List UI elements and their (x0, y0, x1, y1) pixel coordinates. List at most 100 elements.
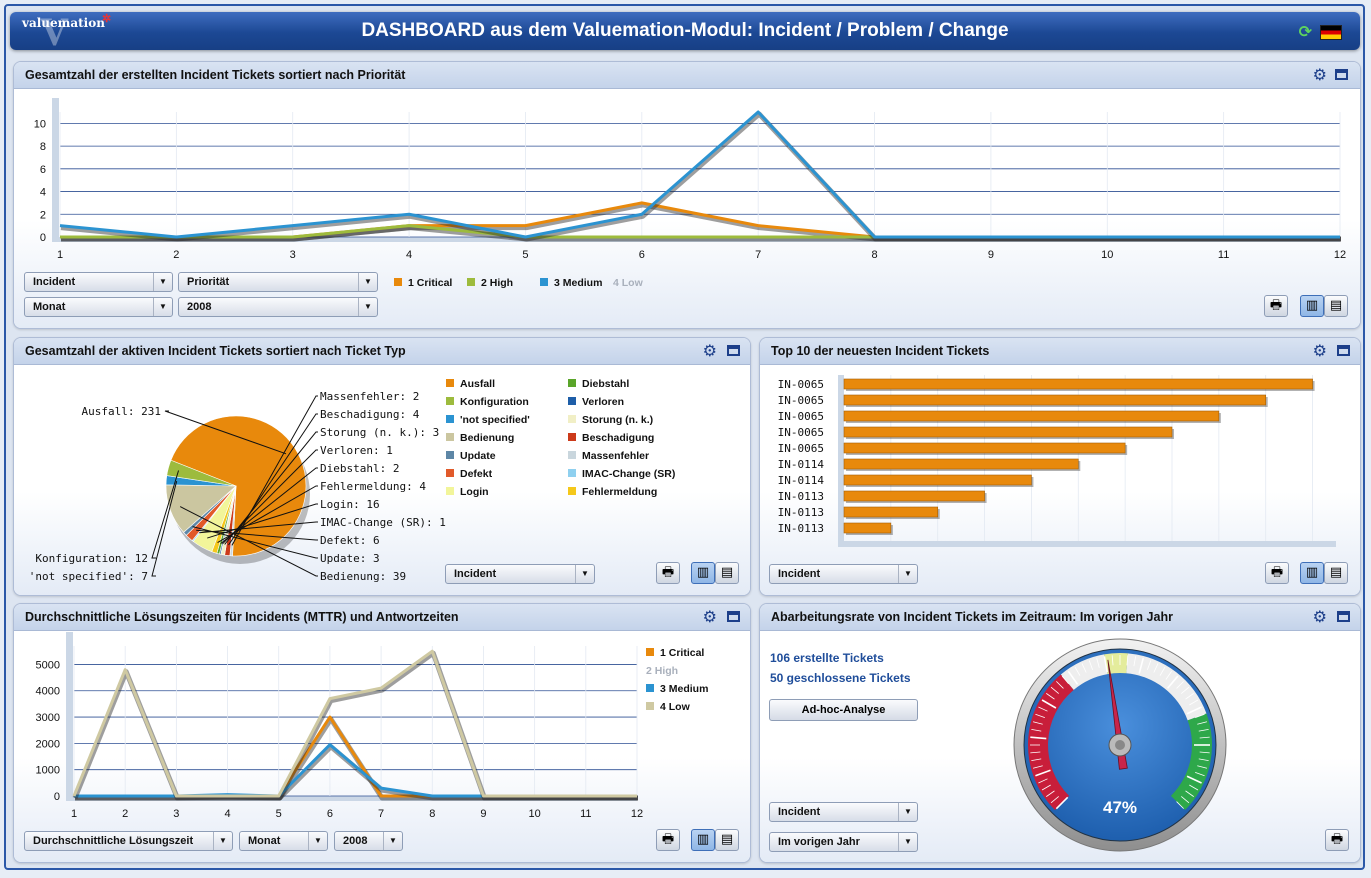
y-tick-label: 8 (40, 141, 46, 153)
legend-swatch (646, 648, 654, 656)
legend-item[interactable]: 4 Low (646, 701, 690, 713)
gauge-tick (1031, 758, 1042, 762)
maximize-icon[interactable] (1335, 69, 1348, 80)
year-dropdown[interactable]: 2008 ▼ (178, 297, 378, 317)
gauge-neutral-band (1060, 654, 1108, 690)
legend-swatch (446, 433, 454, 441)
y-tick-label: 6 (40, 164, 46, 176)
bar (843, 506, 939, 518)
maximize-icon[interactable] (727, 611, 740, 622)
y-tick-label: 2000 (36, 738, 60, 750)
gear-icon[interactable]: ⚙ (1312, 607, 1327, 626)
period-dropdown[interactable]: Monat ▼ (239, 831, 328, 851)
table-view-button[interactable]: ▤ (715, 829, 739, 851)
print-button[interactable]: 🖶 (1265, 562, 1289, 584)
metric-dropdown[interactable]: Durchschnittliche Lösungszeit ▼ (24, 831, 233, 851)
legend-swatch (568, 451, 576, 459)
y-tick-label: 10 (34, 118, 46, 130)
chart-view-button[interactable]: ▥ (691, 562, 715, 584)
pie-data-label: Bedienung: 39 (320, 570, 406, 583)
type-dropdown[interactable]: Incident ▼ (445, 564, 595, 584)
type-dropdown[interactable]: Incident ▼ (769, 802, 918, 822)
axis-band (66, 796, 637, 801)
table-view-button[interactable]: ▤ (1324, 562, 1348, 584)
chart-view-button[interactable]: ▥ (1300, 562, 1324, 584)
legend-swatch (394, 278, 402, 286)
type-dropdown[interactable]: Incident ▼ (24, 272, 173, 292)
gauge-tick (1176, 681, 1184, 689)
chart-view-button[interactable]: ▥ (691, 829, 715, 851)
period-dropdown[interactable]: Im vorigen Jahr ▼ (769, 832, 918, 852)
bar (843, 410, 1220, 422)
gauge-tick (1181, 686, 1190, 694)
gear-icon[interactable]: ⚙ (702, 341, 717, 360)
legend-item[interactable]: 3 Medium (540, 277, 602, 289)
legend-swatch (446, 451, 454, 459)
series-line-4 Low (72, 649, 637, 798)
x-tick-label: 3 (173, 808, 179, 820)
bar (843, 490, 985, 502)
pie-slice (166, 459, 237, 487)
gear-icon[interactable]: ⚙ (702, 607, 717, 626)
table-view-button[interactable]: ▤ (1324, 295, 1348, 317)
panel-title: Durchschnittliche Lösungszeiten für Inci… (25, 610, 459, 624)
bar (843, 394, 1267, 406)
legend-label: 2 High (481, 277, 514, 289)
gear-icon[interactable]: ⚙ (1312, 65, 1327, 84)
maximize-icon[interactable] (727, 345, 740, 356)
legend-item[interactable]: 4 Low (613, 277, 643, 289)
print-button[interactable]: 🖶 (656, 562, 680, 584)
period-dropdown[interactable]: Monat ▼ (24, 297, 173, 317)
pie-data-label: IMAC-Change (SR): 1 (320, 516, 446, 529)
print-button[interactable]: 🖶 (1264, 295, 1288, 317)
table-view-button[interactable]: ▤ (715, 562, 739, 584)
legend-item[interactable]: 2 High (467, 277, 513, 289)
print-button[interactable]: 🖶 (1325, 829, 1349, 851)
gauge-tick (1198, 728, 1209, 732)
panel-header: Durchschnittliche Lösungszeiten für Inci… (14, 604, 750, 631)
legend-item[interactable]: 3 Medium (646, 683, 708, 695)
german-flag-icon[interactable] (1320, 25, 1342, 40)
gauge-tick (1032, 765, 1043, 769)
gauge-tick (1050, 686, 1059, 694)
refresh-icon[interactable]: ⟳ (1298, 22, 1312, 41)
maximize-icon[interactable] (1337, 345, 1350, 356)
print-button[interactable]: 🖶 (656, 829, 680, 851)
adhoc-analysis-button[interactable]: Ad-hoc-Analyse (769, 699, 918, 721)
gauge-red-band (1028, 674, 1074, 811)
group-dropdown[interactable]: Priorität ▼ (178, 272, 378, 292)
legend-swatch (446, 415, 454, 423)
bar-category-label: IN-0065 (778, 394, 824, 407)
legend-swatch (568, 379, 576, 387)
x-tick-label: 6 (327, 808, 333, 820)
gauge-tick (1166, 675, 1179, 689)
pie-data-label: Konfiguration: 12 (35, 552, 148, 565)
gauge-tick (1181, 796, 1190, 804)
legend-label: 4 Low (660, 701, 690, 713)
x-tick-label: 10 (529, 808, 541, 820)
legend-item[interactable]: 2 High (646, 665, 678, 677)
gauge-tick (1050, 796, 1059, 804)
pie-data-label: Fehlermeldung: 4 (320, 480, 426, 493)
pie-leader-line (192, 526, 318, 559)
legend-item[interactable]: 1 Critical (646, 647, 704, 659)
type-dropdown[interactable]: Incident ▼ (769, 564, 918, 584)
maximize-icon[interactable] (1337, 611, 1350, 622)
pie-leader-line (196, 529, 318, 541)
gauge-tick (1165, 671, 1172, 680)
legend-item[interactable]: 1 Critical (394, 277, 452, 289)
x-tick-label: 7 (755, 249, 761, 261)
x-tick-label: 11 (580, 808, 591, 820)
gauge-tick (1046, 693, 1055, 700)
legend-swatch (540, 278, 548, 286)
y-tick-label: 0 (40, 232, 46, 244)
gauge-tick (1030, 751, 1041, 754)
x-tick-label: 2 (122, 808, 128, 820)
year-dropdown[interactable]: 2008 ▼ (334, 831, 403, 851)
x-tick-label: 8 (871, 249, 877, 261)
gear-icon[interactable]: ⚙ (1312, 341, 1327, 360)
chart-view-button[interactable]: ▥ (1300, 295, 1324, 317)
pie-data-label: Defekt: 6 (320, 534, 380, 547)
gauge-tick (1186, 706, 1202, 715)
